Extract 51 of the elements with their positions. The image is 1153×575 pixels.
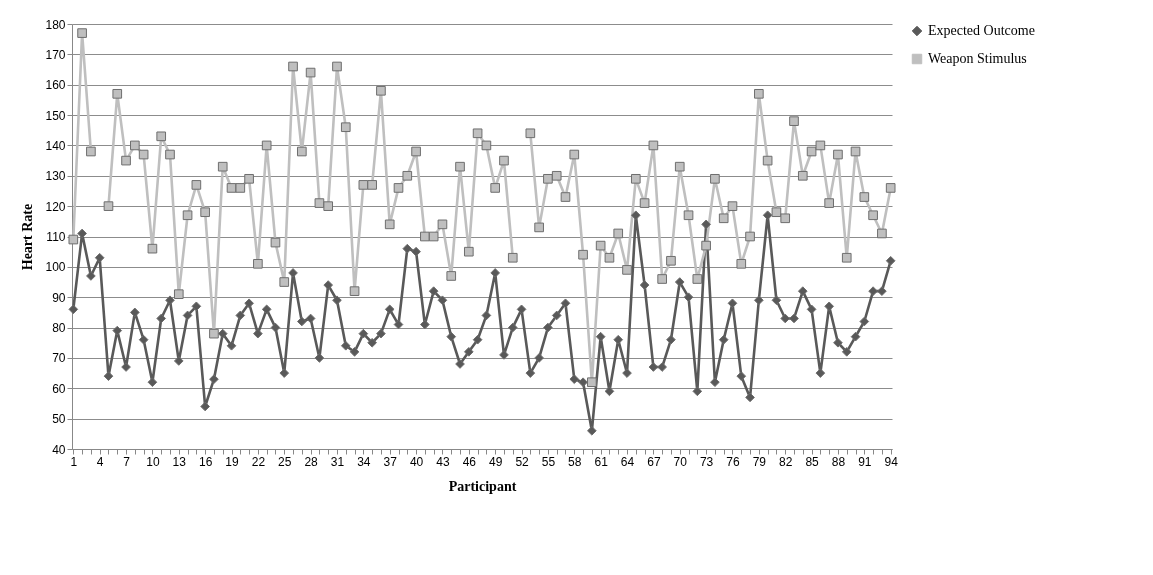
x-axis-title: Participant: [448, 478, 517, 494]
x-tick-label: 37: [383, 454, 398, 469]
x-tick-label: 34: [357, 454, 371, 469]
x-tick-label: 13: [172, 454, 187, 469]
x-tick-label: 79: [752, 454, 767, 469]
y-tick-label: 50: [52, 412, 66, 427]
x-tick-label: 82: [779, 454, 793, 469]
x-tick-label: 22: [251, 454, 266, 469]
x-tick-label: 49: [489, 454, 503, 469]
x-tick-label: 7: [123, 454, 131, 469]
x-tick-label: 19: [225, 454, 240, 469]
y-tick-label: 80: [52, 321, 66, 336]
x-tick-label: 40: [409, 454, 424, 469]
y-tick-label: 110: [46, 230, 66, 244]
x-tick-label: 61: [594, 454, 609, 469]
x-tick-label: 52: [515, 454, 530, 469]
y-tick-label: 170: [45, 47, 66, 62]
legend-label: Expected Outcome: [928, 23, 1035, 38]
x-tick-label: 1: [70, 454, 78, 469]
x-tick-label: 70: [673, 454, 688, 469]
y-tick-label: 130: [45, 169, 66, 184]
y-tick-label: 140: [45, 138, 66, 153]
x-tick-label: 31: [330, 454, 345, 469]
y-tick-label: 160: [45, 78, 66, 93]
y-tick-label: 180: [45, 17, 66, 32]
x-tick-label: 58: [568, 454, 582, 469]
x-tick-label: 76: [726, 454, 740, 469]
x-tick-label: 88: [831, 454, 846, 469]
y-tick-label: 100: [45, 260, 66, 275]
x-tick-label: 16: [198, 454, 213, 469]
x-tick-label: 43: [436, 454, 450, 469]
x-tick-label: 46: [462, 454, 477, 469]
x-tick-label: 94: [884, 454, 899, 469]
x-tick-label: 85: [805, 454, 820, 469]
y-tick-label: 150: [45, 108, 66, 123]
x-tick-label: 10: [146, 454, 160, 469]
x-tick-label: 25: [278, 454, 292, 469]
x-tick-label: 28: [304, 454, 319, 469]
x-tick-label: 4: [96, 454, 104, 469]
x-tick-label: 64: [620, 454, 635, 469]
legend-label: Weapon Stimulus: [928, 51, 1027, 66]
x-tick-label: 67: [647, 454, 661, 469]
y-tick-label: 90: [52, 290, 66, 305]
y-tick-label: 60: [52, 381, 66, 396]
y-axis-title: Heart Rate: [20, 203, 36, 271]
y-tick-label: 40: [52, 442, 66, 457]
x-tick-label: 73: [699, 454, 714, 469]
x-tick-label: 91: [858, 454, 872, 469]
x-tick-label: 55: [541, 454, 556, 469]
y-tick-label: 120: [45, 199, 66, 214]
y-tick-label: 70: [52, 351, 66, 366]
